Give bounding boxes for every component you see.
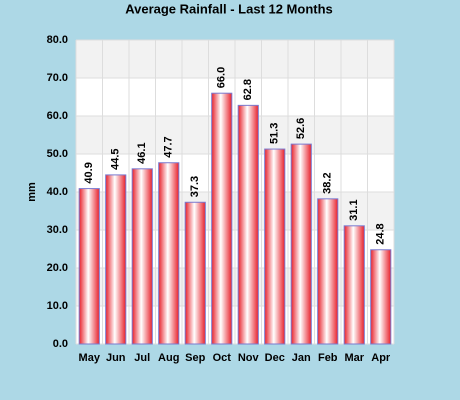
x-tick-label: Jul	[134, 352, 150, 364]
bar	[237, 104, 259, 345]
bar	[105, 174, 127, 345]
value-label: 52.6	[295, 118, 307, 139]
x-tick-label: Aug	[158, 352, 179, 364]
bar	[131, 168, 153, 345]
y-tick-label: 0.0	[53, 338, 68, 350]
bar	[264, 148, 286, 345]
y-tick-label: 80.0	[47, 34, 68, 46]
bar	[370, 249, 392, 345]
y-tick-label: 30.0	[47, 224, 68, 236]
x-tick-label: Oct	[213, 352, 232, 364]
chart-title: Average Rainfall - Last 12 Months	[125, 1, 333, 16]
value-label: 46.1	[136, 142, 148, 163]
bar	[78, 188, 100, 345]
y-axis-label: mm	[26, 182, 38, 202]
value-label: 47.7	[163, 136, 175, 157]
value-label: 66.0	[216, 67, 228, 88]
bar	[158, 162, 180, 345]
x-tick-label: Mar	[344, 352, 364, 364]
value-label: 44.5	[110, 148, 122, 169]
value-label: 24.8	[375, 223, 387, 244]
bar	[184, 201, 206, 345]
y-tick-label: 50.0	[47, 148, 68, 160]
value-label: 37.3	[189, 176, 201, 197]
y-tick-label: 70.0	[47, 72, 68, 84]
x-tick-label: Dec	[265, 352, 285, 364]
x-tick-label: May	[79, 352, 101, 364]
y-tick-label: 10.0	[47, 300, 68, 312]
x-tick-label: Jun	[106, 352, 126, 364]
y-tick-label: 20.0	[47, 262, 68, 274]
value-label: 38.2	[322, 172, 334, 193]
y-tick-label: 40.0	[47, 186, 68, 198]
value-label: 31.1	[348, 199, 360, 220]
value-label: 40.9	[83, 162, 95, 183]
x-tick-label: Sep	[185, 352, 205, 364]
bar	[211, 92, 233, 345]
y-tick-label: 60.0	[47, 110, 68, 122]
x-tick-label: Nov	[238, 352, 260, 364]
bar	[317, 198, 339, 345]
bar	[343, 225, 365, 345]
bar	[290, 143, 312, 345]
value-label: 62.8	[242, 79, 254, 100]
x-tick-label: Apr	[371, 352, 391, 364]
value-label: 51.3	[269, 123, 281, 144]
x-tick-label: Jan	[292, 352, 311, 364]
x-tick-label: Feb	[318, 352, 338, 364]
